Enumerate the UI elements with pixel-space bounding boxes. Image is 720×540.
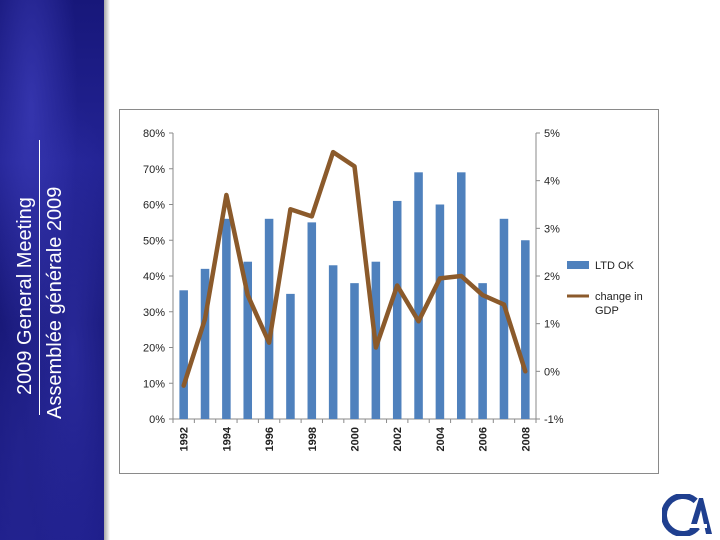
bar-1998 — [307, 222, 317, 419]
bar-2000 — [350, 283, 359, 419]
cia-logo — [662, 494, 712, 536]
meeting-title-french: Assemblée générale 2009 — [44, 186, 66, 419]
bar-2007 — [499, 218, 509, 419]
x-axis-tick-label: 1994 — [221, 426, 233, 451]
bar-1993 — [200, 268, 210, 419]
sidebar-banner — [0, 0, 104, 540]
left-axis-tick-label: 60% — [143, 200, 165, 212]
combo-chart: 0% 10% 20% 30% 40% 50% 60% 70% 80% -1% 0% 1% 2% 3% 4% 5… — [143, 128, 643, 451]
legend-label-gdp: change in GDP — [595, 291, 643, 317]
left-axis-tick-label: 50% — [143, 235, 165, 247]
right-axis-tick-label: 3% — [544, 223, 560, 235]
bar-1995 — [243, 261, 253, 419]
legend-swatch-ltd-ok — [567, 261, 589, 269]
x-axis-tick-label: 2000 — [350, 427, 362, 451]
bar-2005 — [456, 172, 466, 419]
bar-2004 — [435, 204, 445, 419]
bar-2002 — [392, 200, 402, 419]
x-axis-tick-label: 1992 — [179, 427, 191, 451]
right-axis-tick-label: 0% — [544, 366, 560, 378]
right-axis-tick-label: 2% — [544, 271, 560, 283]
x-axis-tick-label: 1998 — [307, 427, 319, 451]
left-axis-tick-label: 70% — [143, 164, 165, 176]
left-axis-tick-label: 30% — [143, 307, 165, 319]
bar-1994 — [222, 218, 231, 419]
bar-1997 — [286, 293, 295, 419]
bar-2008 — [521, 240, 530, 419]
right-axis-tick-label: 5% — [544, 128, 560, 140]
x-axis-tick-label: 1996 — [264, 427, 276, 451]
gdp-change-line — [181, 149, 528, 388]
x-axis-tick-label: 2004 — [435, 426, 447, 451]
right-axis-tick-label: 4% — [544, 176, 560, 188]
right-axis-tick-label: -1% — [544, 414, 564, 426]
bar-2003 — [414, 172, 423, 419]
meeting-title-english: 2009 General Meeting — [14, 197, 36, 395]
x-axis-tick-label: 2002 — [392, 427, 404, 451]
legend-label-ltd-ok: LTD OK — [595, 260, 635, 272]
left-axis-tick-label: 80% — [143, 128, 165, 140]
bar-1999 — [328, 265, 338, 419]
bar-1996 — [264, 218, 274, 419]
bar-1992 — [179, 290, 188, 419]
right-axis-tick-label: 1% — [544, 319, 560, 331]
sidebar-shadow — [104, 0, 110, 540]
x-axis-tick-label: 2008 — [520, 427, 532, 451]
x-axis-tick-label: 2006 — [478, 427, 490, 451]
bar-2006 — [478, 283, 487, 419]
left-axis-tick-label: 20% — [143, 343, 165, 355]
title-divider — [39, 140, 40, 415]
left-axis-tick-label: 0% — [149, 414, 165, 426]
left-axis-tick-label: 10% — [143, 378, 165, 390]
left-axis-tick-label: 40% — [143, 271, 165, 283]
